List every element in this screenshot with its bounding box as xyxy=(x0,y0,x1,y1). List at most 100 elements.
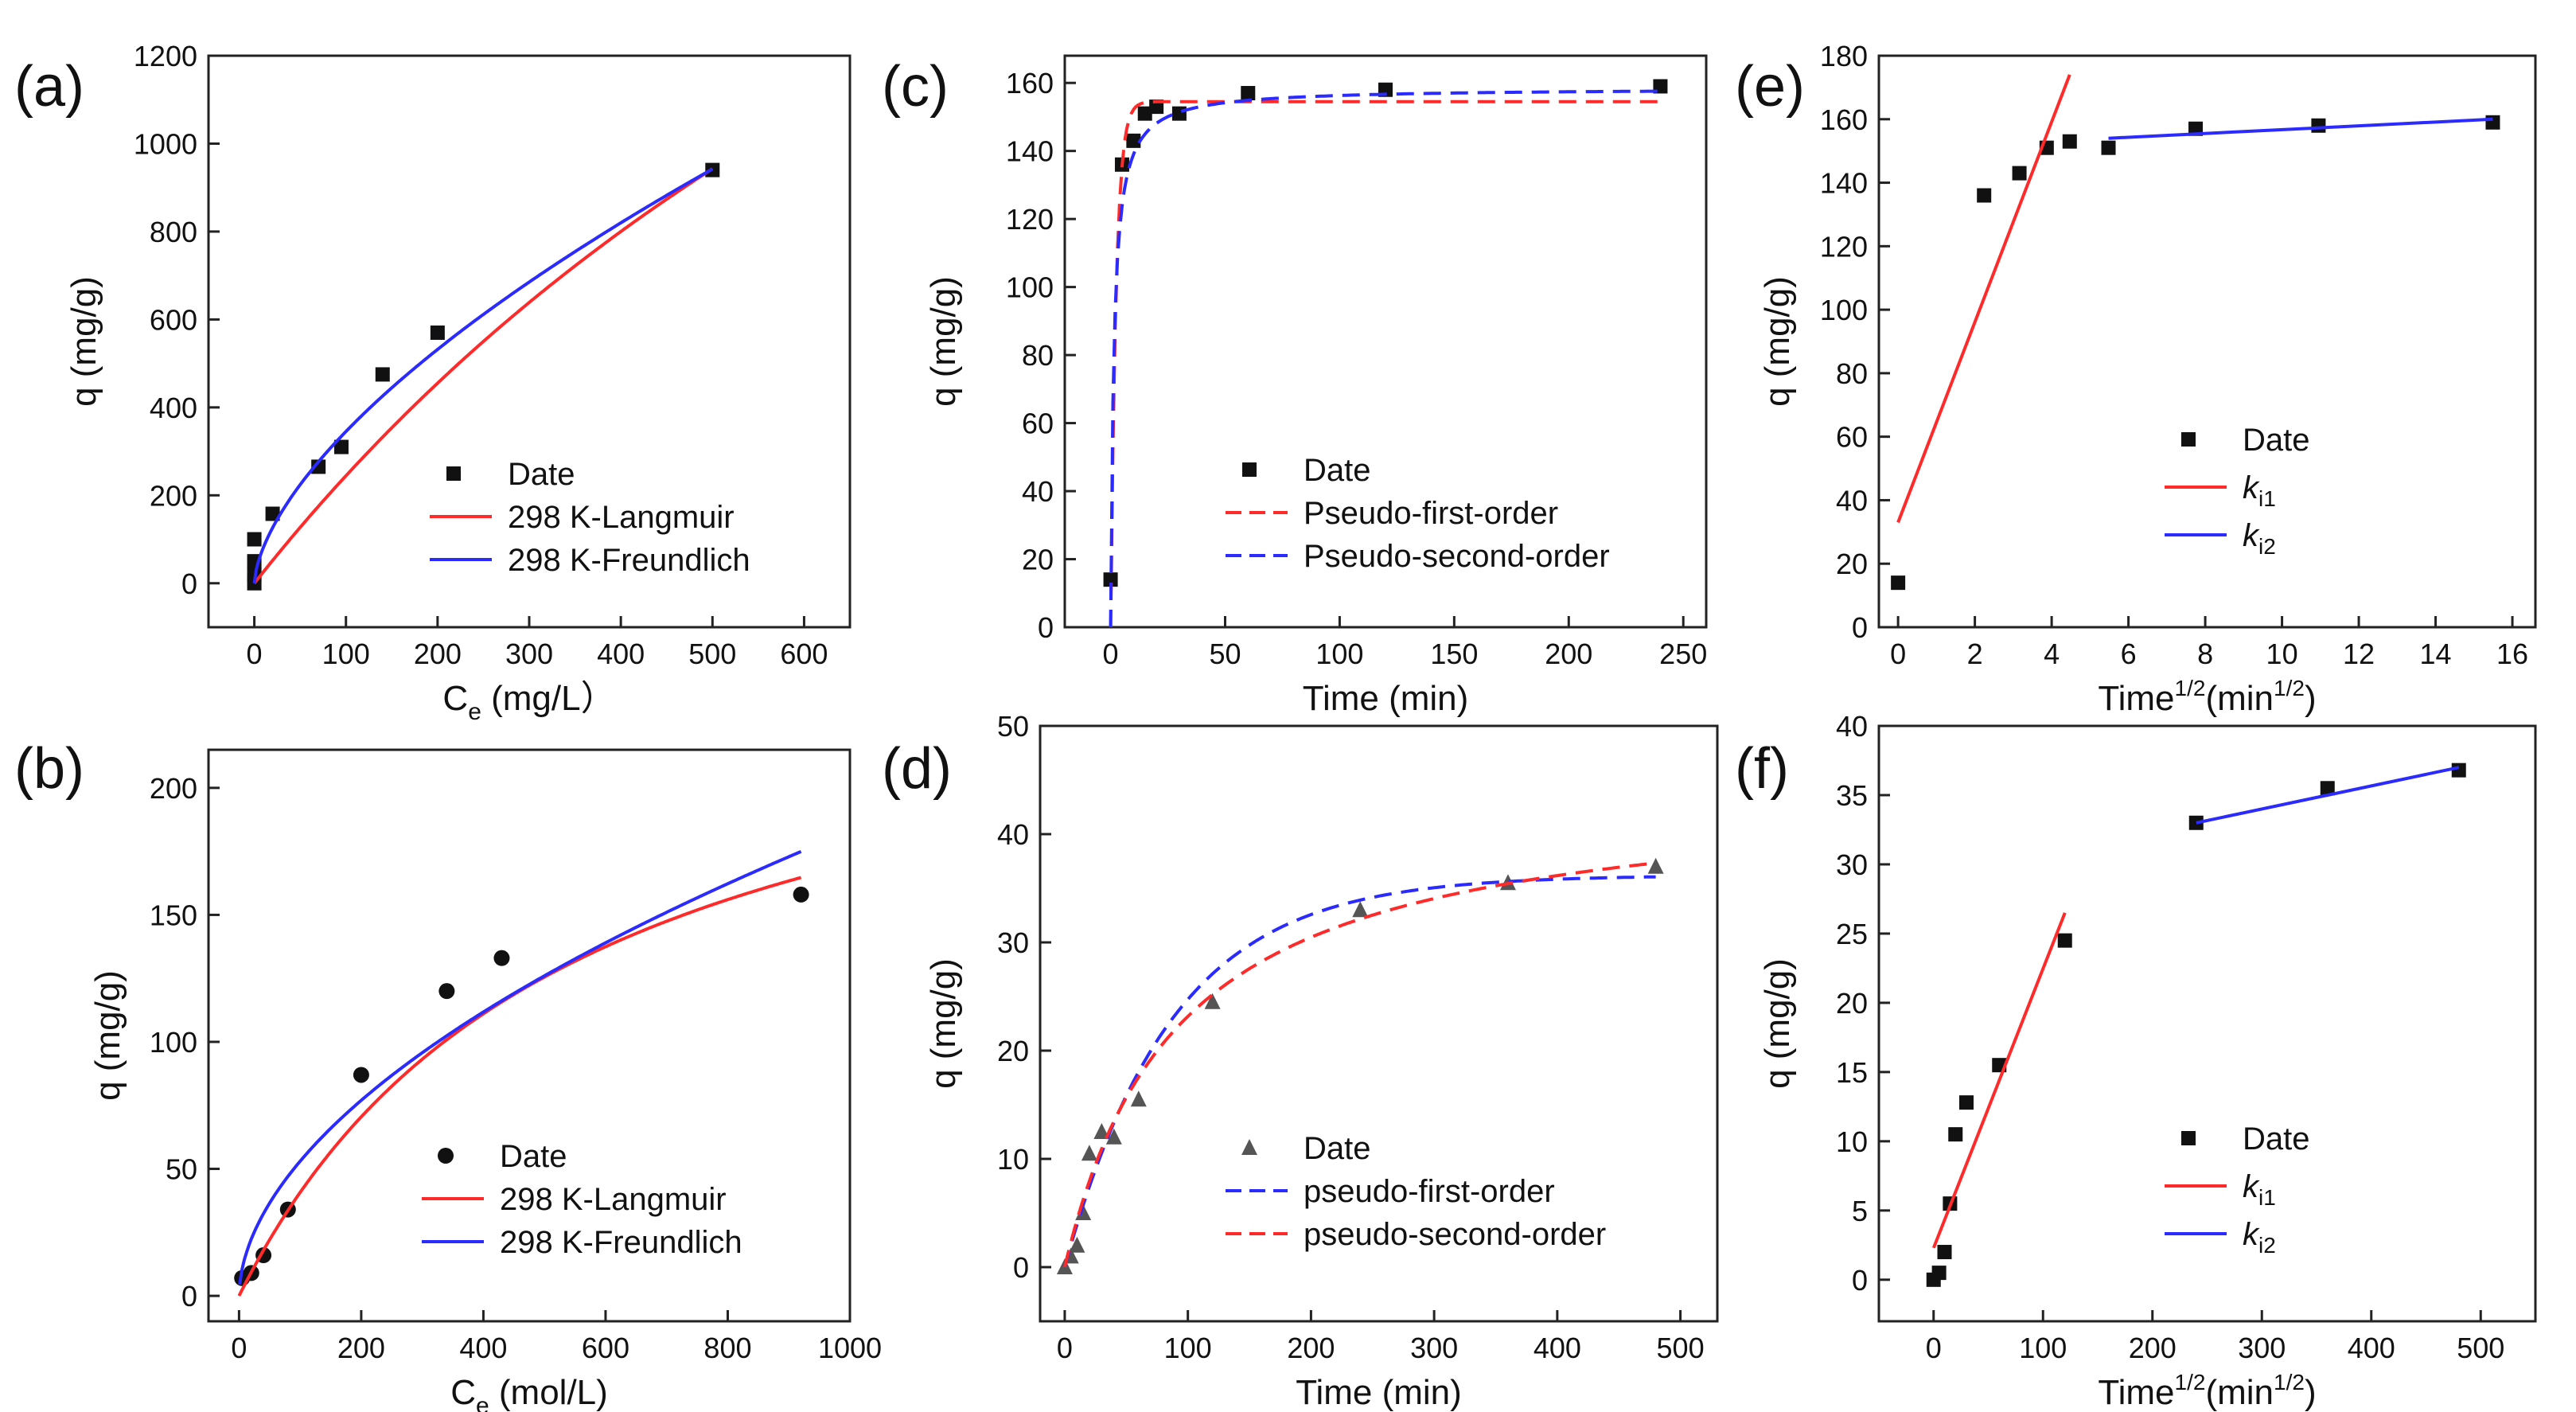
y-tick-label: 140 xyxy=(1006,135,1054,168)
x-tick-label: 0 xyxy=(247,638,263,670)
y-axis-label: q (mg/g) xyxy=(1758,958,1797,1089)
x-tick-label: 50 xyxy=(1209,638,1241,670)
x-tick-label: 0 xyxy=(1057,1332,1073,1364)
legend-label: 298 K-Freundlich xyxy=(508,543,750,578)
x-axis-label: Time (min) xyxy=(1296,1373,1462,1412)
data-point xyxy=(1081,1145,1097,1161)
data-point xyxy=(1171,106,1187,121)
x-tick-label: 200 xyxy=(2129,1332,2177,1364)
data-point xyxy=(1352,901,1369,918)
x-tick-label: 0 xyxy=(1103,638,1119,670)
y-tick-label: 120 xyxy=(1006,203,1054,236)
y-axis-label: q (mg/g) xyxy=(88,970,127,1101)
data-point xyxy=(2057,933,2072,948)
y-tick-label: 40 xyxy=(1836,484,1868,517)
y-tick-label: 800 xyxy=(150,216,197,248)
panel-label: (b) xyxy=(14,737,84,801)
series-line-1 xyxy=(1062,875,1656,1268)
data-point xyxy=(333,439,349,454)
data-point xyxy=(1103,572,1118,587)
y-tick-label: 30 xyxy=(997,926,1029,959)
data-point xyxy=(353,1067,369,1083)
y-tick-label: 200 xyxy=(150,479,197,512)
x-axis-label: Time1/2(min1/2) xyxy=(2098,676,2316,718)
series-line-2 xyxy=(238,850,802,1285)
x-tick-label: 100 xyxy=(1315,638,1363,670)
y-tick-label: 200 xyxy=(150,772,197,805)
series-line-2 xyxy=(1109,89,1661,627)
x-axis-label: Ce (mg/L） xyxy=(442,679,615,725)
panel-label: (f) xyxy=(1735,737,1789,801)
data-point xyxy=(1105,1128,1122,1145)
legend-label: 298 K-Freundlich xyxy=(500,1225,742,1260)
y-tick-label: 25 xyxy=(1836,918,1868,950)
y-tick-label: 20 xyxy=(1022,544,1054,576)
y-tick-label: 40 xyxy=(997,818,1029,851)
x-tick-label: 100 xyxy=(2019,1332,2067,1364)
y-tick-label: 60 xyxy=(1836,421,1868,454)
data-point xyxy=(311,459,326,474)
panel-a: 0 100 200 300 400 500 600 0 200 400 600 800 1000 1200… xyxy=(14,40,852,725)
y-tick-label: 180 xyxy=(1820,40,1868,72)
data-point xyxy=(1069,1236,1085,1253)
legend-label: ki2 xyxy=(2243,518,2276,559)
data-point xyxy=(1647,857,1664,874)
x-tick-label: 400 xyxy=(2348,1332,2395,1364)
legend-label: Date xyxy=(2243,1121,2310,1157)
y-axis-label: q (mg/g) xyxy=(924,276,963,407)
panel-d: 0 100 200 300 400 500 0 10 20 30 40 50 Time (min) q (… xyxy=(882,710,1719,1412)
y-tick-label: 10 xyxy=(997,1143,1029,1176)
y-tick-label: 160 xyxy=(1006,67,1054,99)
x-tick-label: 100 xyxy=(322,638,370,670)
legend-marker xyxy=(2181,432,2196,447)
data-point xyxy=(2311,118,2326,133)
panel-e: 0 2 4 6 8 10 12 14 16020406080100120140160180Tim… xyxy=(1735,40,2537,718)
legend-label: Pseudo-second-order xyxy=(1304,539,1610,574)
panel-c: 0 50 100 150 200 250 0 20 40 60 80 100 120 140 160 Time… xyxy=(882,54,1708,718)
x-tick-label: 600 xyxy=(780,638,828,670)
data-point xyxy=(1959,1095,1974,1110)
y-tick-label: 40 xyxy=(1022,475,1054,508)
y-tick-label: 150 xyxy=(150,899,197,931)
x-tick-label: 250 xyxy=(1659,638,1707,670)
y-tick-label: 10 xyxy=(1836,1125,1868,1158)
y-tick-label: 60 xyxy=(1022,408,1054,440)
y-tick-label: 120 xyxy=(1820,230,1868,263)
data-point xyxy=(1241,86,1256,101)
data-point xyxy=(493,950,510,966)
data-point xyxy=(2451,763,2466,778)
y-tick-label: 100 xyxy=(1006,271,1054,304)
panel-label: (c) xyxy=(882,55,949,119)
data-point xyxy=(2012,166,2027,181)
legend: Date ki1 ki2 xyxy=(2165,1121,2310,1258)
x-tick-label: 200 xyxy=(1545,638,1592,670)
y-tick-label: 100 xyxy=(1820,294,1868,326)
panel-f: 0 100 200 300 400 500 0 5 10 15 20 25 30 35 40 Time1/2(… xyxy=(1735,710,2537,1412)
legend-label: ki1 xyxy=(2243,1169,2276,1210)
y-tick-label: 50 xyxy=(997,710,1029,743)
x-axis-label: Time (min) xyxy=(1303,679,1469,718)
data-point xyxy=(2485,115,2500,130)
y-tick-label: 15 xyxy=(1836,1056,1868,1089)
y-tick-label: 20 xyxy=(1836,548,1868,580)
legend-marker xyxy=(1241,1139,1257,1155)
legend: Date pseudo-first-order pseudo-second-orde… xyxy=(1226,1131,1606,1252)
data-point xyxy=(2188,815,2204,830)
x-tick-label: 100 xyxy=(1164,1332,1212,1364)
legend-label: Date xyxy=(500,1139,567,1174)
legend-label: 298 K-Langmuir xyxy=(500,1182,727,1217)
panel-label: (e) xyxy=(1735,55,1805,119)
x-tick-label: 800 xyxy=(703,1332,751,1364)
legend-label: Date xyxy=(2243,423,2310,458)
y-tick-label: 140 xyxy=(1820,167,1868,200)
legend-label: Pseudo-first-order xyxy=(1304,496,1558,531)
y-tick-label: 1000 xyxy=(134,127,197,160)
y-axis-label: q (mg/g) xyxy=(1758,276,1797,407)
y-tick-label: 30 xyxy=(1836,848,1868,881)
y-tick-label: 0 xyxy=(1852,1264,1868,1297)
x-tick-label: 150 xyxy=(1430,638,1478,670)
y-tick-label: 400 xyxy=(150,392,197,424)
data-point xyxy=(2320,781,2335,796)
x-tick-label: 4 xyxy=(2044,638,2060,670)
x-axis-label: Time1/2(min1/2) xyxy=(2098,1370,2316,1412)
